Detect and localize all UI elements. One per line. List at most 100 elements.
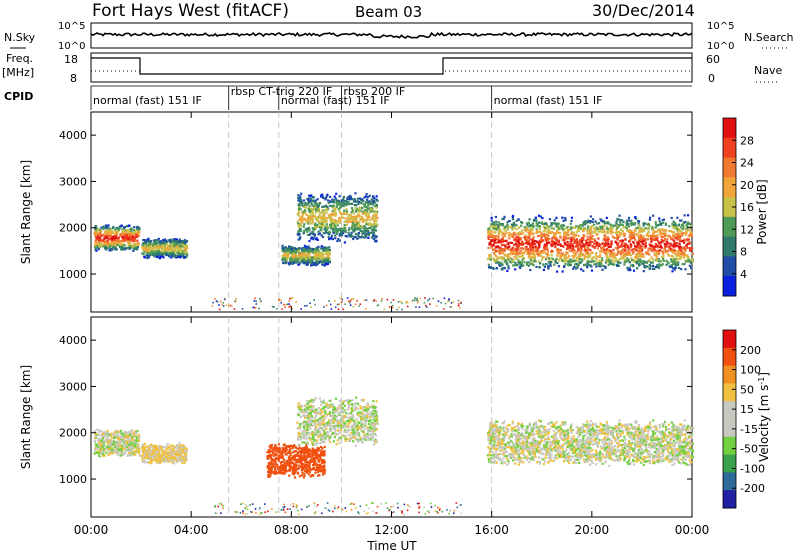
scatter-point xyxy=(660,255,664,258)
scatter-point xyxy=(633,260,636,263)
scatter-point xyxy=(284,306,286,309)
scatter-point xyxy=(617,250,620,253)
scatter-point xyxy=(367,195,370,199)
scatter-point xyxy=(372,202,375,205)
scatter-point xyxy=(573,226,576,229)
scatter-point xyxy=(326,199,330,202)
scatter-point xyxy=(580,240,583,243)
scatter-point xyxy=(356,237,359,240)
scatter-point xyxy=(655,257,658,260)
scatter-point xyxy=(325,220,328,223)
scatter-point xyxy=(254,297,256,300)
scatter-point xyxy=(336,201,340,205)
scatter-point xyxy=(549,261,553,264)
scatter-point xyxy=(460,301,462,304)
scatter-point xyxy=(619,223,622,227)
scatter-point xyxy=(529,258,532,262)
scatter-point xyxy=(658,252,661,256)
scatter-point xyxy=(353,203,356,207)
scatter-point xyxy=(534,240,537,243)
scatter-point xyxy=(565,233,568,236)
scatter-point xyxy=(375,214,378,217)
scatter-point xyxy=(364,214,367,217)
scatter-point xyxy=(517,233,520,236)
scatter-point xyxy=(137,434,141,437)
scatter-point xyxy=(674,260,677,263)
scatter-point xyxy=(93,243,96,246)
scatter-point xyxy=(157,237,160,240)
scatter-point xyxy=(362,200,365,203)
scatter-point xyxy=(639,253,642,256)
scatter-point xyxy=(647,222,650,226)
scatter-point xyxy=(126,231,129,234)
scatter-point xyxy=(305,228,308,231)
scatter-point xyxy=(106,245,109,248)
scatter-point xyxy=(125,238,128,241)
scatter-point xyxy=(524,234,527,237)
scatter-point xyxy=(357,232,361,235)
scatter-point xyxy=(301,218,304,221)
scatter-point xyxy=(306,217,309,220)
scatter-point xyxy=(688,249,692,252)
scatter-point xyxy=(316,261,320,264)
scatter-point xyxy=(316,223,319,226)
scatter-point xyxy=(327,250,330,254)
scatter-point xyxy=(562,219,565,222)
scatter-point xyxy=(501,249,504,252)
scatter-point xyxy=(528,252,531,255)
scatter-point xyxy=(532,232,535,235)
scatter-point xyxy=(405,302,407,304)
scatter-point xyxy=(418,306,421,308)
scatter-point xyxy=(164,248,168,251)
scatter-point xyxy=(553,263,556,266)
scatter-point xyxy=(493,241,496,244)
scatter-point xyxy=(308,256,311,259)
scatter-point xyxy=(606,258,609,261)
scatter-point xyxy=(285,248,288,252)
scatter-point xyxy=(586,261,589,264)
scatter-point xyxy=(680,219,683,222)
power-scatter xyxy=(93,112,694,312)
scatter-point xyxy=(336,229,339,232)
scatter-point xyxy=(543,246,546,249)
scatter-point xyxy=(127,241,130,244)
scatter-point xyxy=(578,241,581,244)
scatter-point xyxy=(506,221,509,224)
scatter-point xyxy=(676,250,679,253)
scatter-point xyxy=(683,221,686,224)
scatter-point xyxy=(501,231,504,234)
scatter-point xyxy=(659,228,663,232)
scatter-point xyxy=(636,234,639,237)
scatter-point xyxy=(165,241,168,244)
scatter-point xyxy=(162,239,165,242)
scatter-point xyxy=(278,299,280,302)
scatter-point xyxy=(308,233,311,236)
scatter-point xyxy=(523,261,526,264)
scatter-point xyxy=(112,246,115,249)
scatter-point xyxy=(297,199,300,202)
scatter-point xyxy=(302,261,306,264)
scatter-point xyxy=(331,219,334,222)
scatter-point xyxy=(294,257,297,260)
scatter-point xyxy=(169,241,172,245)
scatter-point xyxy=(391,304,394,307)
scatter-point xyxy=(626,266,629,269)
scatter-point xyxy=(527,251,530,254)
scatter-point xyxy=(622,257,625,260)
scatter-point xyxy=(618,218,621,221)
scatter-point xyxy=(337,208,340,211)
scatter-point xyxy=(609,226,612,229)
scatter-point xyxy=(513,224,516,227)
scatter-point xyxy=(553,219,556,222)
freq-trace xyxy=(91,57,692,75)
scatter-point xyxy=(424,297,426,299)
scatter-point xyxy=(122,237,125,240)
scatter-point xyxy=(325,260,329,263)
scatter-point xyxy=(511,228,514,231)
scatter-point xyxy=(598,222,601,225)
scatter-point xyxy=(178,240,181,243)
scatter-point xyxy=(532,252,535,255)
scatter-point xyxy=(348,300,350,303)
scatter-point xyxy=(177,242,180,245)
scatter-point xyxy=(183,251,186,254)
